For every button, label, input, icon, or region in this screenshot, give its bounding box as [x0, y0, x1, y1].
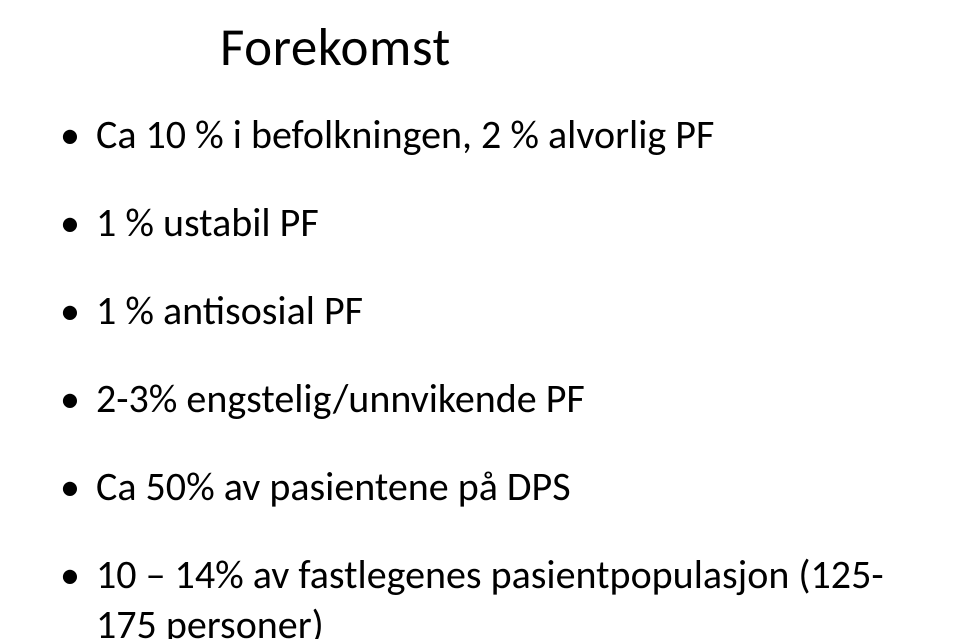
list-item: 2-3% engstelig/unnvikende PF	[60, 374, 920, 424]
slide-title: Forekomst	[220, 16, 920, 80]
slide: Forekomst Ca 10 % i befolkningen, 2 % al…	[0, 0, 960, 639]
list-item: 1 % antisosial PF	[60, 286, 920, 336]
list-item: 10 – 14% av fastlegenes pasientpopulasjo…	[60, 550, 920, 639]
list-item: Ca 10 % i befolkningen, 2 % alvorlig PF	[60, 110, 920, 160]
list-item: Ca 50% av pasientene på DPS	[60, 462, 920, 512]
list-item: 1 % ustabil PF	[60, 198, 920, 248]
bullet-list: Ca 10 % i befolkningen, 2 % alvorlig PF …	[60, 110, 920, 639]
